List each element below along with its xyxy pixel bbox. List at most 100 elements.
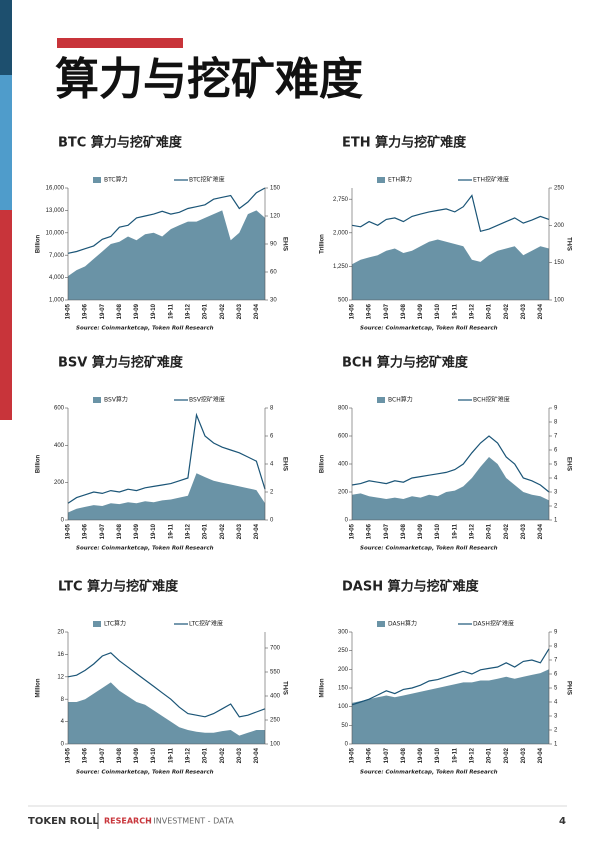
x-tick-label: 20-03 [237,747,243,763]
x-tick-label: 19-08 [401,523,407,539]
y-tick-label: 400 [54,443,65,449]
y2-tick-label: 8 [554,420,558,426]
chart-title: ETH 算力与挖矿难度 [342,135,467,151]
x-tick-label: 19-07 [384,303,390,319]
y-tick-label: 2,000 [333,230,349,236]
x-tick-label: 19-11 [452,303,458,319]
y2-tick-label: 7 [554,658,558,664]
y2-tick-label: 550 [270,670,281,676]
x-tick-label: 19-11 [452,523,458,539]
source-note: Source: Coinmarketcap, Token Roll Resear… [360,546,498,552]
y2-tick-label: 3 [554,714,558,720]
x-tick-label: 19-05 [66,303,72,319]
y2-tick-label: 8 [554,644,558,650]
y2-axis-label: TH/S [281,681,287,695]
line [351,194,550,233]
legend-label: BCH算力 [388,396,413,404]
x-tick-label: 20-03 [521,747,527,763]
y2-axis-label: EH/S [565,457,571,471]
legend-swatch [377,621,385,627]
y2-tick-label: 1 [554,742,558,748]
y-tick-label: 16 [57,652,64,658]
x-tick-label: 19-06 [83,303,89,319]
y2-tick-label: 6 [270,434,274,440]
x-tick-label: 19-12 [185,523,191,539]
y-axis-label: Trillion [320,234,326,254]
y2-tick-label: 6 [554,672,558,678]
y-tick-label: 13,000 [46,208,65,214]
x-tick-label: 20-04 [254,303,260,319]
x-tick-label: 19-05 [350,523,356,539]
area [68,473,265,520]
x-tick-label: 19-07 [384,747,390,763]
x-tick-label: 19-09 [418,747,424,763]
y2-tick-label: 150 [554,260,565,266]
area [352,239,549,300]
legend-label: DASH挖矿难度 [473,620,514,628]
x-tick-label: 19-09 [418,303,424,319]
x-tick-label: 20-02 [504,303,510,319]
y-tick-label: 4,000 [49,275,65,281]
x-tick-label: 20-04 [538,747,544,763]
chart-title: BCH 算力与挖矿难度 [342,355,469,371]
side-bar-light [0,75,12,210]
y2-tick-label: 4 [270,462,274,468]
legend-swatch [93,621,101,627]
x-tick-label: 19-09 [134,523,140,539]
x-tick-label: 20-03 [521,523,527,539]
line [351,435,550,493]
x-tick-label: 20-03 [521,303,527,319]
y-tick-label: 800 [338,406,349,412]
y2-tick-label: 2 [554,504,558,510]
chart-title: LTC 算力与挖矿难度 [58,579,179,595]
y-tick-label: 8 [61,697,65,703]
legend-swatch [93,397,101,403]
y-axis-label: Billion [36,235,42,254]
y2-tick-label: 8 [270,406,274,412]
x-tick-label: 19-05 [350,747,356,763]
x-tick-label: 19-06 [367,523,373,539]
y-tick-label: 0 [345,742,349,748]
x-tick-label: 19-10 [435,523,441,539]
y2-tick-label: 250 [270,718,281,724]
chart-title: BTC 算力与挖矿难度 [58,135,183,151]
y-tick-label: 20 [57,630,64,636]
x-tick-label: 19-05 [66,747,72,763]
y2-tick-label: 1 [554,518,558,524]
y-tick-label: 200 [54,480,65,486]
y-tick-label: 300 [338,630,349,636]
x-tick-label: 19-11 [168,303,174,319]
y-tick-label: 200 [338,490,349,496]
area [68,682,265,744]
y-tick-label: 600 [54,406,65,412]
y-tick-label: 7,000 [49,253,65,259]
x-tick-label: 20-04 [538,523,544,539]
y-tick-label: 600 [338,434,349,440]
chart-title: BSV 算力与挖矿难度 [58,355,184,371]
source-note: Source: Coinmarketcap, Token Roll Resear… [76,326,214,332]
y2-axis-label: PH/S [565,681,571,695]
side-bar-red [0,210,12,420]
y-tick-label: 50 [341,723,348,729]
x-tick-label: 20-04 [538,303,544,319]
x-tick-label: 19-11 [452,747,458,763]
x-tick-label: 20-01 [203,303,209,319]
y-tick-label: 150 [338,686,349,692]
x-tick-label: 20-01 [203,747,209,763]
x-tick-label: 19-06 [83,747,89,763]
y-axis-label: Million [320,678,326,697]
y-tick-label: 4 [61,719,65,725]
x-tick-label: 19-08 [401,747,407,763]
x-tick-label: 19-08 [117,747,123,763]
legend-label: ETH算力 [388,176,412,184]
y2-axis-label: EH/S [281,237,287,251]
y-tick-label: 0 [61,518,65,524]
x-tick-label: 19-07 [384,523,390,539]
x-tick-label: 19-06 [83,523,89,539]
y-tick-label: 0 [61,742,65,748]
legend-label: BSV算力 [104,396,128,404]
x-tick-label: 20-01 [487,523,493,539]
line [351,648,550,706]
footer-brand: TOKEN ROLL [28,816,99,827]
x-tick-label: 19-08 [401,303,407,319]
